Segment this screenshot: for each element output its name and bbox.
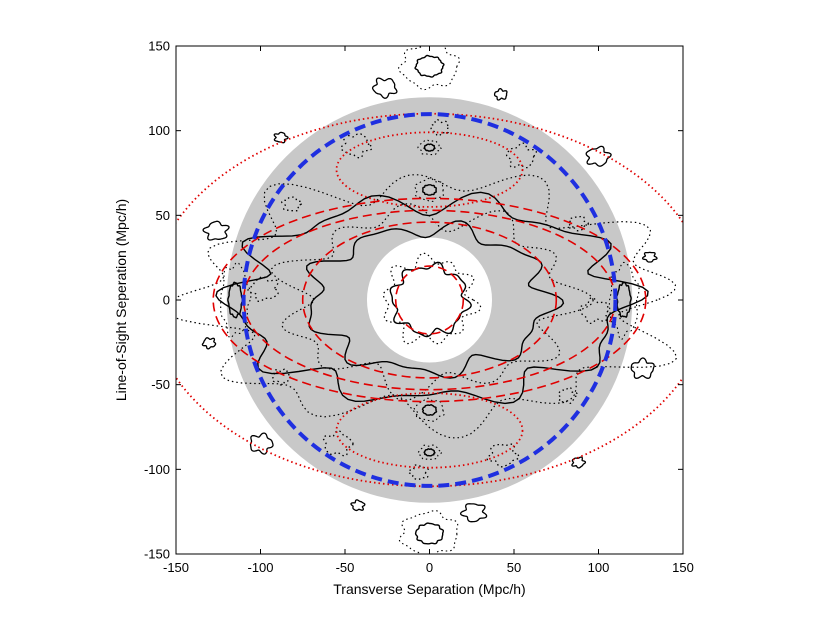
data-contour-blob	[641, 251, 658, 263]
data-contour-dotted	[413, 397, 445, 422]
data-contour-blob	[567, 215, 589, 232]
model-contour-line	[335, 392, 524, 469]
data-contour-line	[227, 281, 244, 319]
data-contour-dotted	[398, 510, 459, 554]
data-contour-dotted	[382, 252, 482, 345]
data-contour-blob	[493, 87, 508, 101]
y-axis-ticks: -150 -100 -50 0 50 100 150	[144, 39, 683, 562]
y-tick-label: 50	[156, 208, 170, 223]
data-contour-line	[423, 448, 436, 457]
data-contour-dotted	[417, 139, 442, 156]
data-contour-dotted	[176, 174, 678, 439]
model-contour-line	[301, 221, 558, 379]
x-tick-label: -150	[163, 560, 189, 575]
y-tick-label: 0	[163, 293, 170, 308]
y-tick-label: 150	[148, 39, 170, 54]
data-contour-blob	[579, 297, 609, 325]
data-contour-blob	[322, 430, 354, 457]
y-tick-label: 100	[148, 123, 170, 138]
data-contour-blob	[273, 131, 289, 144]
data-contour-dotted	[608, 261, 640, 341]
x-tick-label: 150	[672, 560, 694, 575]
data-contour-blob	[247, 276, 279, 302]
x-axis-ticks: -150 -100 -50 0 50 100 150	[163, 46, 694, 575]
reference-circle-layer	[241, 112, 618, 488]
data-contour-dotted	[271, 203, 594, 401]
data-contour-blob	[557, 386, 578, 405]
x-tick-label: -50	[336, 560, 355, 575]
y-tick-label: -150	[144, 547, 170, 562]
plot-content	[176, 46, 683, 554]
data-contour-blob	[202, 220, 230, 241]
model-contour-line	[335, 131, 524, 208]
data-contour-blob	[486, 443, 520, 468]
data-contour-line	[421, 404, 438, 416]
data-contour-line	[215, 191, 649, 405]
data-contour-dotted	[414, 177, 444, 203]
y-tick-label: -100	[144, 462, 170, 477]
data-contour-dotted	[417, 444, 442, 460]
x-tick-label: 0	[426, 560, 433, 575]
data-contour-line	[414, 522, 444, 545]
shaded-annulus	[226, 97, 633, 503]
shaded-annulus-path	[226, 97, 633, 503]
x-tick-label: -100	[247, 560, 273, 575]
data-contour-line	[423, 143, 436, 152]
data-contour-blob	[459, 503, 488, 523]
y-axis-label: Line-of-Sight Seperation (Mpc/h)	[113, 199, 129, 401]
reference-circle	[241, 112, 618, 488]
data-contour-blob	[281, 196, 303, 212]
data-contour-blob	[201, 337, 217, 350]
data-contour-blob	[350, 499, 366, 512]
model-contour-line	[394, 265, 465, 335]
x-tick-label: 50	[507, 560, 521, 575]
data-contour-line	[414, 54, 445, 78]
data-contour-blob	[630, 357, 655, 379]
data-contours	[176, 46, 678, 554]
data-contour-blob	[430, 118, 449, 137]
x-tick-label: 100	[588, 560, 610, 575]
y-tick-label: -50	[151, 377, 170, 392]
data-contour-blob	[571, 456, 587, 469]
data-contour-line	[305, 220, 565, 379]
data-contour-blob	[585, 145, 612, 167]
data-contour-line	[389, 261, 472, 338]
model-contour-line	[212, 197, 647, 403]
data-contour-line	[422, 184, 437, 196]
x-axis-label: Transverse Separation (Mpc/h)	[333, 581, 525, 597]
data-contour-blob	[371, 77, 398, 99]
